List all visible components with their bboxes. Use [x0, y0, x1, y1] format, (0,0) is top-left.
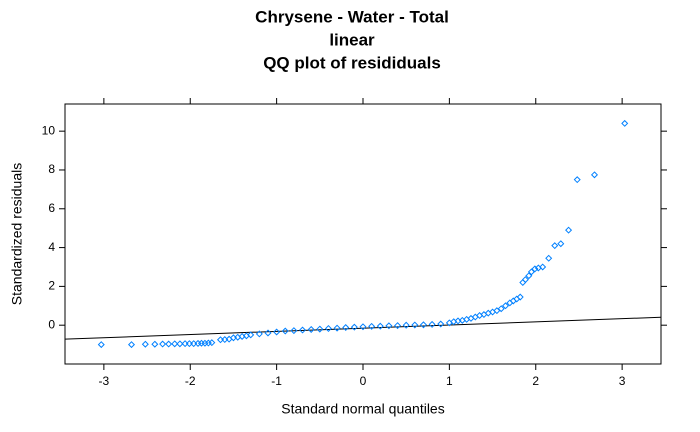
point [531, 265, 539, 273]
point [411, 321, 419, 329]
point [264, 329, 272, 337]
chart-title: QQ plot of resididuals [263, 53, 441, 72]
x-tick-label: 0 [360, 374, 367, 388]
point [141, 340, 149, 348]
x-tick-label: 3 [619, 374, 626, 388]
point [299, 326, 307, 334]
x-tick-label: -3 [99, 374, 110, 388]
point [385, 322, 393, 330]
x-tick-label: -1 [271, 374, 282, 388]
point [350, 323, 358, 331]
point [97, 341, 105, 349]
point [394, 322, 402, 330]
y-tick-label: 6 [48, 201, 55, 215]
y-tick-label: 0 [48, 317, 55, 331]
point [342, 324, 350, 332]
y-tick-label: 8 [48, 162, 55, 176]
point [565, 226, 573, 234]
point [539, 263, 547, 271]
y-tick-label: 10 [42, 123, 56, 137]
point [419, 321, 427, 329]
point [402, 321, 410, 329]
point [247, 331, 255, 339]
point [176, 340, 184, 348]
point [502, 302, 510, 310]
point [521, 276, 529, 284]
chart-title: linear [329, 30, 375, 49]
point [359, 323, 367, 331]
point [551, 242, 559, 250]
y-tick-label: 4 [48, 240, 55, 254]
point [590, 171, 598, 179]
point [519, 279, 527, 287]
point [527, 268, 535, 276]
point [437, 320, 445, 328]
point [151, 340, 159, 348]
y-axis-label: Standardized residuals [9, 163, 25, 305]
point [128, 341, 136, 349]
point [545, 254, 553, 262]
point [497, 305, 505, 313]
point [324, 324, 332, 332]
plot-frame [64, 103, 662, 365]
reference-line [64, 316, 662, 340]
point [255, 330, 263, 338]
chart-title: Chrysene - Water - Total [255, 7, 449, 26]
point [290, 327, 298, 335]
x-tick-label: 2 [532, 374, 539, 388]
x-axis-label: Standard normal quantiles [281, 401, 444, 417]
point [208, 339, 216, 347]
point [316, 325, 324, 333]
point [516, 293, 524, 301]
point [573, 176, 581, 184]
point [333, 324, 341, 332]
point [621, 119, 629, 127]
x-tick-label: -2 [185, 374, 196, 388]
point [281, 327, 289, 335]
point [376, 322, 384, 330]
point [557, 240, 565, 248]
y-tick-label: 2 [48, 279, 55, 293]
point [165, 340, 173, 348]
point [368, 322, 376, 330]
point [525, 272, 533, 280]
point [428, 320, 436, 328]
point [307, 325, 315, 333]
point [171, 340, 179, 348]
point [159, 340, 167, 348]
point [273, 328, 281, 336]
x-tick-label: 1 [446, 374, 453, 388]
